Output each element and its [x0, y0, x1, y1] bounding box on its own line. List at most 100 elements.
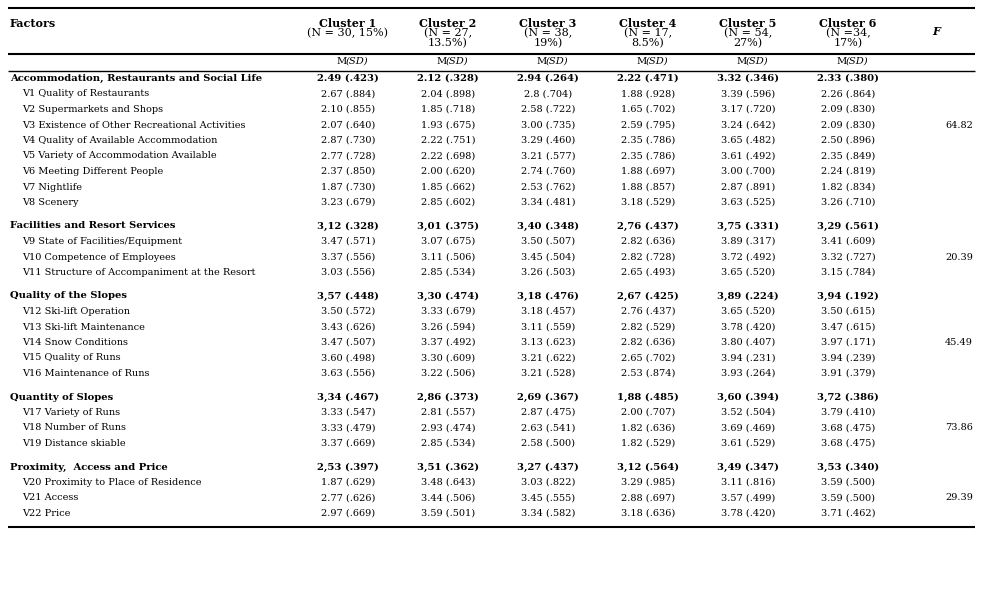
Text: V8 Scenery: V8 Scenery — [22, 198, 79, 207]
Text: Accommodation, Restaurants and Social Life: Accommodation, Restaurants and Social Li… — [10, 74, 262, 83]
Text: 3.30 (.609): 3.30 (.609) — [421, 353, 475, 362]
Text: V19 Distance skiable: V19 Distance skiable — [22, 439, 126, 448]
Text: F: F — [933, 26, 941, 37]
Text: 3,53 (.340): 3,53 (.340) — [817, 462, 879, 471]
Text: 2.88 (.697): 2.88 (.697) — [621, 494, 675, 503]
Text: 2.63 (.541): 2.63 (.541) — [520, 423, 575, 432]
Text: 3.65 (.482): 3.65 (.482) — [721, 136, 775, 145]
Text: 3.45 (.504): 3.45 (.504) — [520, 252, 575, 261]
Text: Cluster 5: Cluster 5 — [719, 18, 777, 29]
Text: 1.85 (.662): 1.85 (.662) — [421, 182, 475, 191]
Text: 2.85 (.602): 2.85 (.602) — [421, 198, 475, 207]
Text: 3.00 (.700): 3.00 (.700) — [721, 167, 775, 176]
Text: 3.18 (.636): 3.18 (.636) — [621, 509, 675, 518]
Text: 2.93 (.474): 2.93 (.474) — [420, 423, 475, 432]
Text: V1 Quality of Restaurants: V1 Quality of Restaurants — [22, 90, 149, 99]
Text: 45.49: 45.49 — [945, 338, 973, 347]
Text: 3.33 (.547): 3.33 (.547) — [321, 408, 375, 417]
Text: Factors: Factors — [10, 18, 56, 29]
Text: V20 Proximity to Place of Residence: V20 Proximity to Place of Residence — [22, 478, 201, 487]
Text: 3.11 (.559): 3.11 (.559) — [520, 323, 575, 332]
Text: 2.24 (.819): 2.24 (.819) — [821, 167, 875, 176]
Text: 2.09 (.830): 2.09 (.830) — [821, 105, 875, 114]
Text: Cluster 2: Cluster 2 — [419, 18, 476, 29]
Text: 1.88 (.857): 1.88 (.857) — [621, 182, 675, 191]
Text: 1.85 (.718): 1.85 (.718) — [421, 105, 475, 114]
Text: V7 Nightlife: V7 Nightlife — [22, 182, 82, 191]
Text: 3.11 (.816): 3.11 (.816) — [721, 478, 775, 487]
Text: 3.68 (.475): 3.68 (.475) — [821, 439, 875, 448]
Text: 2.97 (.669): 2.97 (.669) — [321, 509, 375, 518]
Text: 2.58 (.722): 2.58 (.722) — [520, 105, 575, 114]
Text: 3.37 (.669): 3.37 (.669) — [321, 439, 375, 448]
Text: (N =34,: (N =34, — [826, 28, 870, 39]
Text: M: M — [337, 57, 347, 66]
Text: Cluster 3: Cluster 3 — [519, 18, 576, 29]
Text: 1.88 (.928): 1.88 (.928) — [621, 90, 675, 99]
Text: V13 Ski-lift Maintenance: V13 Ski-lift Maintenance — [22, 323, 145, 332]
Text: 2.22 (.698): 2.22 (.698) — [421, 152, 475, 161]
Text: 3,75 (.331): 3,75 (.331) — [717, 222, 779, 231]
Text: 3,27 (.437): 3,27 (.437) — [518, 462, 579, 471]
Text: 3.34 (.582): 3.34 (.582) — [520, 509, 575, 518]
Text: 3.50 (.615): 3.50 (.615) — [821, 307, 875, 316]
Text: 17%): 17%) — [834, 38, 862, 48]
Text: 2.12 (.328): 2.12 (.328) — [417, 74, 479, 83]
Text: 20.39: 20.39 — [945, 252, 973, 261]
Text: 2.76 (.437): 2.76 (.437) — [621, 307, 676, 316]
Text: 3.22 (.506): 3.22 (.506) — [421, 369, 475, 378]
Text: 3.15 (.784): 3.15 (.784) — [821, 268, 875, 277]
Text: M: M — [537, 57, 547, 66]
Text: 3.52 (.504): 3.52 (.504) — [721, 408, 775, 417]
Text: 3.50 (.507): 3.50 (.507) — [520, 237, 575, 246]
Text: 3.00 (.735): 3.00 (.735) — [520, 120, 575, 129]
Text: 13.5%): 13.5%) — [428, 38, 468, 48]
Text: V3 Existence of Other Recreational Activities: V3 Existence of Other Recreational Activ… — [22, 120, 246, 129]
Text: 3.21 (.622): 3.21 (.622) — [520, 353, 575, 362]
Text: V17 Variety of Runs: V17 Variety of Runs — [22, 408, 120, 417]
Text: 2.35 (.849): 2.35 (.849) — [821, 152, 875, 161]
Text: (SD): (SD) — [446, 57, 468, 66]
Text: 3,18 (.476): 3,18 (.476) — [517, 291, 579, 300]
Text: M: M — [637, 57, 647, 66]
Text: 3.07 (.675): 3.07 (.675) — [421, 237, 475, 246]
Text: M: M — [437, 57, 447, 66]
Text: 2,69 (.367): 2,69 (.367) — [518, 393, 579, 402]
Text: 3.94 (.239): 3.94 (.239) — [821, 353, 875, 362]
Text: 2.82 (.728): 2.82 (.728) — [621, 252, 676, 261]
Text: 3.78 (.420): 3.78 (.420) — [721, 509, 775, 518]
Text: V12 Ski-lift Operation: V12 Ski-lift Operation — [22, 307, 130, 316]
Text: 2,76 (.437): 2,76 (.437) — [617, 222, 679, 231]
Text: 3,94 (.192): 3,94 (.192) — [817, 291, 879, 300]
Text: 3.21 (.528): 3.21 (.528) — [520, 369, 575, 378]
Text: 3,72 (.386): 3,72 (.386) — [817, 393, 879, 402]
Text: 2.65 (.493): 2.65 (.493) — [621, 268, 675, 277]
Text: 2.07 (.640): 2.07 (.640) — [321, 120, 375, 129]
Text: 3.45 (.555): 3.45 (.555) — [520, 494, 575, 503]
Text: 1.87 (.730): 1.87 (.730) — [321, 182, 375, 191]
Text: 3,29 (.561): 3,29 (.561) — [817, 222, 879, 231]
Text: 1.82 (.529): 1.82 (.529) — [621, 439, 675, 448]
Text: (N = 27,: (N = 27, — [424, 28, 472, 39]
Text: 2.82 (.636): 2.82 (.636) — [621, 338, 675, 347]
Text: 3,60 (.394): 3,60 (.394) — [717, 393, 779, 402]
Text: 3,40 (.348): 3,40 (.348) — [517, 222, 579, 231]
Text: 2,86 (.373): 2,86 (.373) — [417, 393, 479, 402]
Text: V2 Supermarkets and Shops: V2 Supermarkets and Shops — [22, 105, 163, 114]
Text: 3.11 (.506): 3.11 (.506) — [421, 252, 475, 261]
Text: 3.63 (.525): 3.63 (.525) — [721, 198, 775, 207]
Text: 3.33 (.679): 3.33 (.679) — [421, 307, 475, 316]
Text: 8.5%): 8.5%) — [631, 38, 665, 48]
Text: (SD): (SD) — [546, 57, 569, 66]
Text: 3.29 (.460): 3.29 (.460) — [520, 136, 575, 145]
Text: 2.59 (.795): 2.59 (.795) — [621, 120, 675, 129]
Text: 2.87 (.730): 2.87 (.730) — [321, 136, 375, 145]
Text: 3.47 (.507): 3.47 (.507) — [321, 338, 375, 347]
Text: V14 Snow Conditions: V14 Snow Conditions — [22, 338, 128, 347]
Text: 3.78 (.420): 3.78 (.420) — [721, 323, 775, 332]
Text: 2.94 (.264): 2.94 (.264) — [518, 74, 579, 83]
Text: M: M — [736, 57, 747, 66]
Text: 3.26 (.710): 3.26 (.710) — [821, 198, 875, 207]
Text: 3.71 (.462): 3.71 (.462) — [821, 509, 875, 518]
Text: 2.77 (.626): 2.77 (.626) — [321, 494, 375, 503]
